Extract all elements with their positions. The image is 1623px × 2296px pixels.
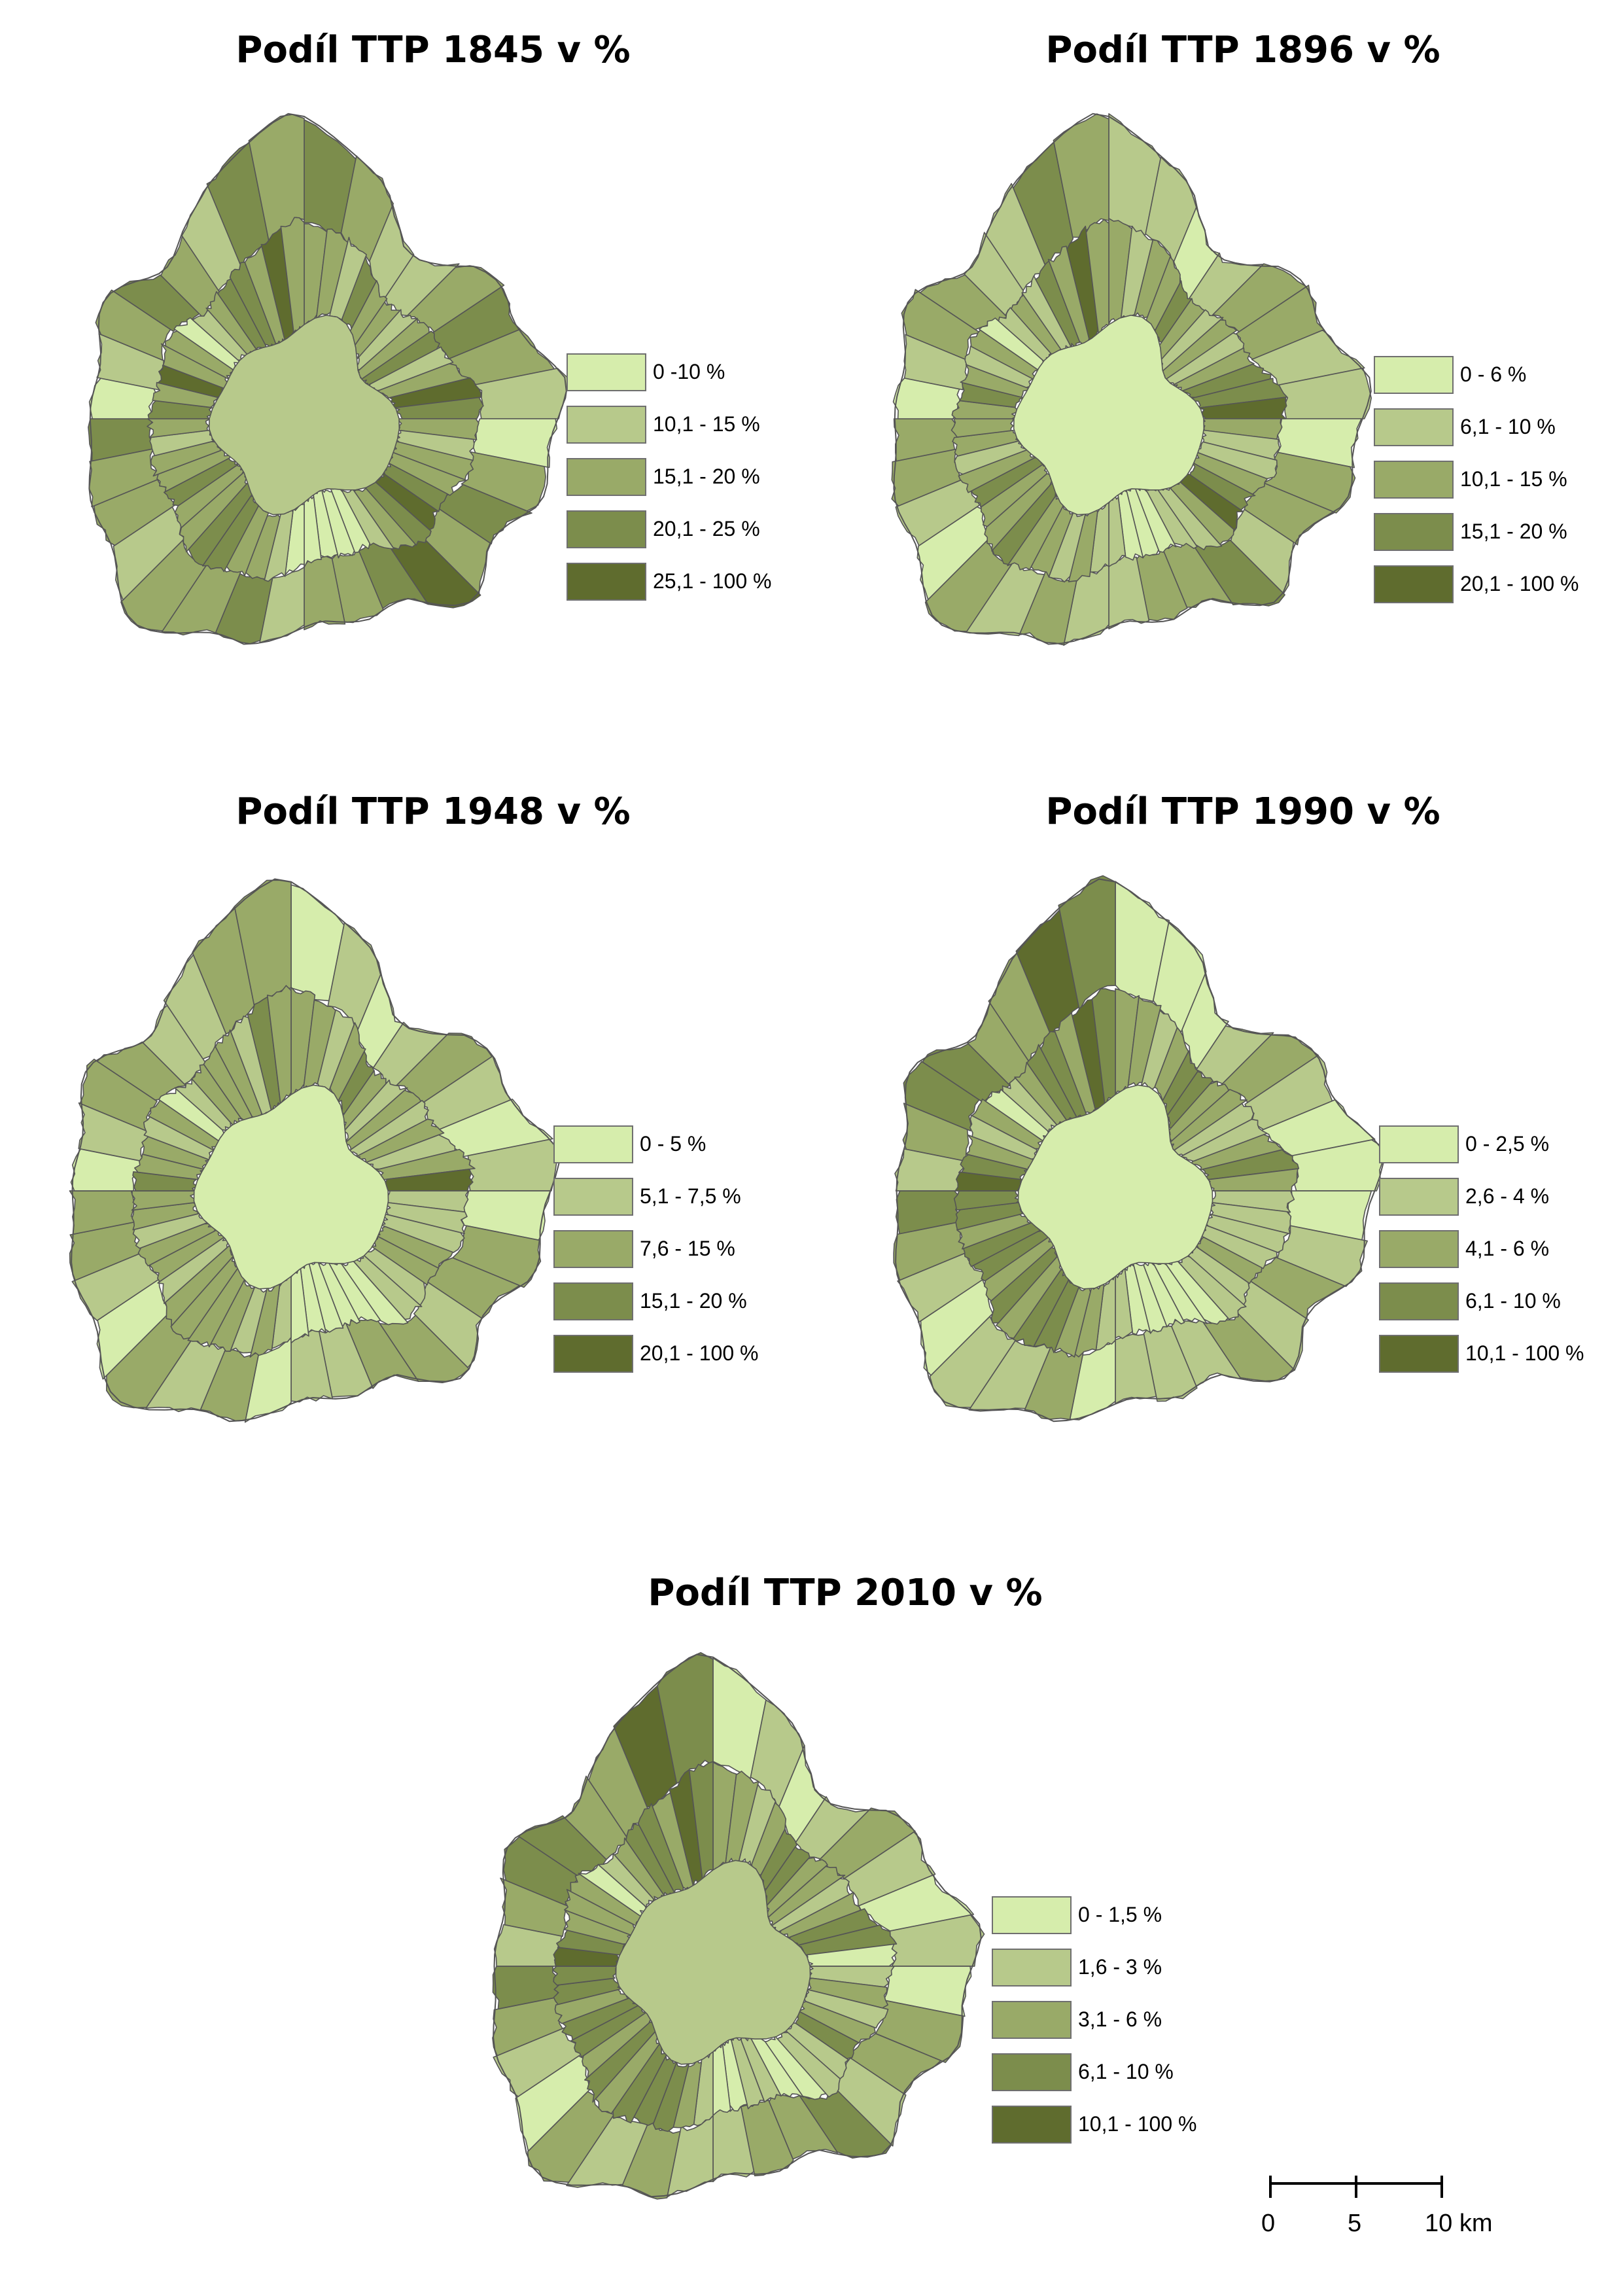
scale-bar-label-0: 0 xyxy=(1261,2210,1276,2237)
legend-label-1845-3: 15,1 - 20 % xyxy=(653,465,760,488)
municipality-inner-1948-47 xyxy=(191,1064,243,1127)
legend-swatch-1948-4 xyxy=(553,1282,633,1320)
legend-label-2010-5: 10,1 - 100 % xyxy=(1078,2112,1197,2136)
study-area-border-2010 xyxy=(493,1653,982,2198)
legend-label-1948-5: 20,1 - 100 % xyxy=(640,1341,759,1365)
scale-bar-label-5: 5 xyxy=(1348,2210,1362,2237)
legend-label-2010-3: 3,1 - 6 % xyxy=(1078,2007,1162,2031)
legend-label-1896-2: 6,1 - 10 % xyxy=(1460,415,1556,438)
legend-swatch-1990-3 xyxy=(1379,1230,1459,1268)
map-title-1845: Podíl TTP 1845 v % xyxy=(236,29,631,71)
choropleth-map-2010 xyxy=(492,1651,985,2200)
legend-swatch-1990-1 xyxy=(1379,1125,1459,1163)
legend-label-1948-4: 15,1 - 20 % xyxy=(640,1289,747,1313)
scale-bar-label-10: 10 km xyxy=(1425,2210,1493,2237)
legend-label-1845-4: 20,1 - 25 % xyxy=(653,517,760,540)
study-area-border-1948 xyxy=(71,878,560,1422)
legend-label-2010-2: 1,6 - 3 % xyxy=(1078,1955,1162,1979)
legend-label-1990-2: 2,6 - 4 % xyxy=(1465,1184,1550,1208)
municipality-inner-2010-49 xyxy=(637,1803,684,1894)
legend-label-1990-4: 6,1 - 10 % xyxy=(1465,1289,1561,1313)
legend-swatch-1948-2 xyxy=(553,1178,633,1216)
choropleth-map-1990 xyxy=(893,875,1386,1422)
legend-label-2010-4: 6,1 - 10 % xyxy=(1078,2060,1174,2083)
central-city-1896 xyxy=(1013,314,1205,516)
map-title-1948: Podíl TTP 1948 v % xyxy=(236,790,631,833)
legend-label-2010-1: 0 - 1,5 % xyxy=(1078,1903,1162,1926)
legend-swatch-2010-1 xyxy=(992,1896,1072,1934)
legend-swatch-1948-1 xyxy=(553,1125,633,1163)
scale-bar: 0 5 10 km xyxy=(1261,2176,1492,2248)
legend-swatch-1845-1 xyxy=(567,353,646,391)
legend-swatch-2010-5 xyxy=(992,2106,1072,2144)
map-title-2010: Podíl TTP 2010 v % xyxy=(648,1572,1043,1614)
municipality-inner-1845-40 xyxy=(147,400,213,419)
legend-label-1990-1: 0 - 2,5 % xyxy=(1465,1132,1550,1156)
central-city-1990 xyxy=(1017,1084,1213,1290)
legend-swatch-1845-3 xyxy=(567,458,646,496)
legend-label-1948-3: 7,6 - 15 % xyxy=(640,1237,735,1260)
legend-label-1845-5: 25,1 - 100 % xyxy=(653,569,772,593)
map-title-1990: Podíl TTP 1990 v % xyxy=(1045,790,1440,833)
study-area-border-1845 xyxy=(88,113,567,645)
legend-label-1896-5: 20,1 - 100 % xyxy=(1460,572,1579,595)
legend-swatch-1990-2 xyxy=(1379,1178,1459,1216)
legend-swatch-2010-4 xyxy=(992,2053,1072,2091)
legend-swatch-2010-2 xyxy=(992,1949,1072,1987)
legend-swatch-1845-5 xyxy=(567,563,646,601)
legend-swatch-1896-5 xyxy=(1374,565,1454,603)
choropleth-map-1845 xyxy=(88,113,568,645)
legend-swatch-1896-4 xyxy=(1374,513,1454,551)
legend-label-1990-5: 10,1 - 100 % xyxy=(1465,1341,1584,1365)
legend-label-1845-2: 10,1 - 15 % xyxy=(653,412,760,436)
legend-label-1845-1: 0 -10 % xyxy=(653,360,725,383)
legend-swatch-1948-3 xyxy=(553,1230,633,1268)
legend-swatch-1896-3 xyxy=(1374,461,1454,499)
scale-bar-tick-10 xyxy=(1440,2176,1443,2198)
legend-label-1990-3: 4,1 - 6 % xyxy=(1465,1237,1550,1260)
map-title-1896: Podíl TTP 1896 v % xyxy=(1045,29,1440,71)
choropleth-map-1896 xyxy=(891,113,1372,646)
legend-label-1896-1: 0 - 6 % xyxy=(1460,362,1527,386)
choropleth-map-1948 xyxy=(69,878,560,1423)
central-city-1948 xyxy=(193,1084,389,1290)
legend-label-1896-3: 10,1 - 15 % xyxy=(1460,467,1567,491)
municipality-inner-1990-13 xyxy=(1206,1168,1299,1192)
municipality-inner-1948-2 xyxy=(302,999,336,1090)
municipality-inner-1845-48 xyxy=(217,278,267,351)
study-area-border-1990 xyxy=(895,878,1384,1422)
legend-swatch-2010-3 xyxy=(992,2001,1072,2039)
scale-bar-tick-5 xyxy=(1355,2176,1357,2198)
legend-swatch-1948-5 xyxy=(553,1335,633,1373)
municipality-outer-1990-32 xyxy=(1058,875,1116,1011)
central-city-2010 xyxy=(615,1860,811,2065)
legend-swatch-1990-5 xyxy=(1379,1335,1459,1373)
legend-label-1948-2: 5,1 - 7,5 % xyxy=(640,1184,741,1208)
legend-swatch-1896-1 xyxy=(1374,356,1454,394)
legend-swatch-1845-2 xyxy=(567,406,646,444)
study-area-border-1896 xyxy=(893,113,1372,645)
scale-bar-tick-0 xyxy=(1269,2176,1272,2198)
legend-swatch-1845-4 xyxy=(567,510,646,548)
municipality-inner-1896-38 xyxy=(952,429,1020,457)
central-city-1845 xyxy=(208,314,400,516)
legend-swatch-1990-4 xyxy=(1379,1282,1459,1320)
legend-label-1948-1: 0 - 5 % xyxy=(640,1132,707,1156)
legend-swatch-1896-2 xyxy=(1374,408,1454,446)
legend-label-1896-4: 15,1 - 20 % xyxy=(1460,520,1567,543)
municipality-inner-1896-39 xyxy=(951,418,1014,438)
